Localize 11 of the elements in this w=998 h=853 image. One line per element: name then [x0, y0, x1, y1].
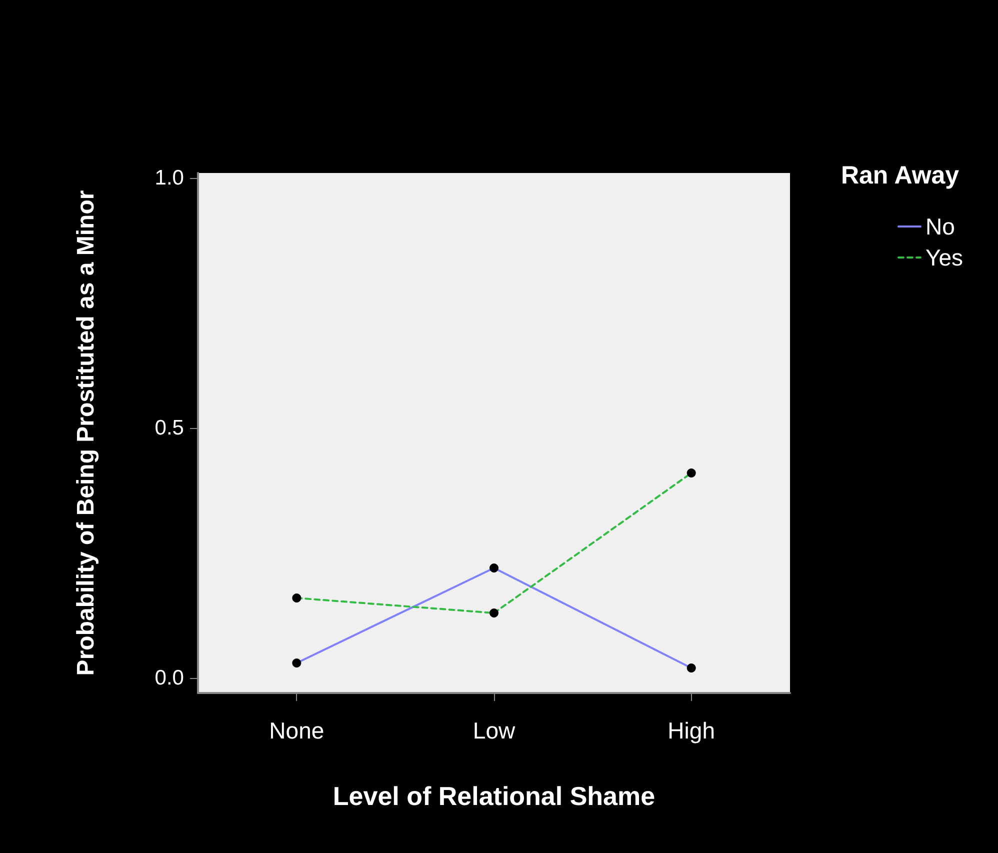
y-tick-label: 0.5 [154, 416, 184, 440]
x-tick-label: Low [472, 718, 516, 744]
legend-title: Ran Away [840, 162, 960, 190]
x-tick-label: None [269, 718, 324, 744]
y-tick-label: 1.0 [154, 166, 184, 190]
legend-label: No [925, 214, 955, 240]
x-tick-label: High [668, 718, 715, 744]
y-axis-title: Probability of Being Prostituted as a Minor [72, 190, 100, 676]
y-tick-label: 0.0 [154, 666, 184, 690]
legend-label: Yes [925, 244, 964, 270]
x-axis-title: Level of Relational Shame [332, 781, 656, 811]
